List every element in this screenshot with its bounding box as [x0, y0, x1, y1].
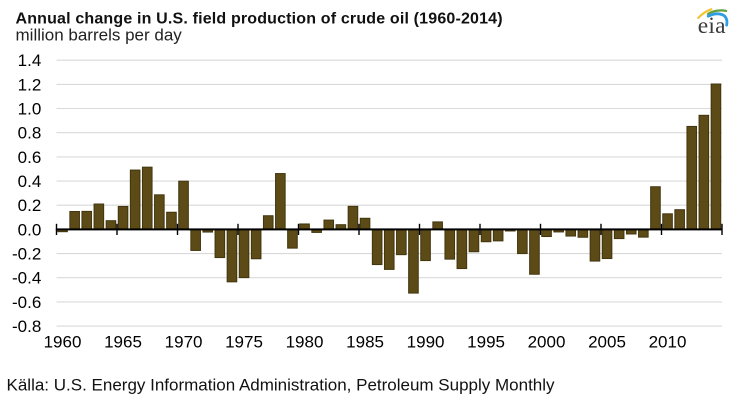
svg-text:million barrels per day: million barrels per day — [16, 26, 183, 45]
svg-text:2000: 2000 — [528, 333, 566, 352]
svg-text:2005: 2005 — [588, 333, 626, 352]
svg-text:eia: eia — [698, 13, 726, 39]
svg-text:-0.2: -0.2 — [12, 245, 41, 264]
svg-text:-0.4: -0.4 — [12, 269, 41, 288]
svg-text:Annual change in U.S. field pr: Annual change in U.S. field production o… — [16, 10, 503, 27]
svg-text:1.4: 1.4 — [18, 51, 42, 70]
svg-text:1965: 1965 — [104, 333, 142, 352]
svg-text:1960: 1960 — [44, 333, 82, 352]
svg-text:0.2: 0.2 — [18, 196, 42, 215]
svg-text:Källa: U.S. Energy Information: Källa: U.S. Energy Information Administr… — [7, 376, 556, 395]
svg-text:0.8: 0.8 — [18, 124, 42, 143]
svg-text:1995: 1995 — [467, 333, 505, 352]
svg-text:-0.8: -0.8 — [12, 317, 41, 336]
svg-text:1980: 1980 — [286, 333, 324, 352]
svg-text:1985: 1985 — [346, 333, 384, 352]
svg-text:-0.6: -0.6 — [12, 293, 41, 312]
svg-text:1.2: 1.2 — [18, 75, 42, 94]
svg-text:1990: 1990 — [407, 333, 445, 352]
svg-text:2010: 2010 — [649, 333, 687, 352]
svg-text:0.0: 0.0 — [18, 220, 42, 239]
svg-text:0.4: 0.4 — [18, 172, 42, 191]
svg-text:1.0: 1.0 — [18, 100, 42, 119]
svg-text:1975: 1975 — [225, 333, 263, 352]
svg-text:1970: 1970 — [165, 333, 203, 352]
svg-text:0.6: 0.6 — [18, 148, 42, 167]
